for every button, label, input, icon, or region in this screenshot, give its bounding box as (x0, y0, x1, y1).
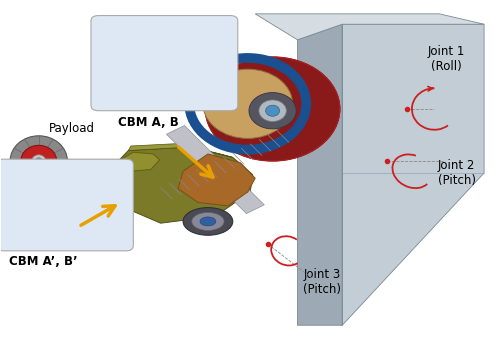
Text: $R$ = 22 mm: $R$ = 22 mm (10, 196, 74, 208)
Polygon shape (297, 24, 342, 325)
Text: $s_0$ = 38 mm: $s_0$ = 38 mm (10, 231, 78, 245)
Text: $k$ = 2 x 7.84 N/mm: $k$ = 2 x 7.84 N/mm (104, 35, 212, 48)
FancyBboxPatch shape (91, 16, 238, 111)
Text: Joint 2
(Pitch): Joint 2 (Pitch) (438, 159, 476, 187)
Ellipse shape (259, 100, 286, 121)
Bar (167, 126, 264, 213)
Text: $k$ = 2 x 8.1 N/mm: $k$ = 2 x 8.1 N/mm (10, 178, 111, 191)
Polygon shape (128, 144, 233, 157)
Polygon shape (108, 147, 252, 223)
Text: Joint 3
(Pitch): Joint 3 (Pitch) (303, 268, 341, 296)
Text: Payload: Payload (49, 121, 95, 135)
Text: CBM A’, B’: CBM A’, B’ (9, 255, 78, 268)
Text: Joint 1
(Roll): Joint 1 (Roll) (428, 45, 466, 73)
Ellipse shape (10, 136, 67, 186)
Ellipse shape (265, 105, 279, 116)
Ellipse shape (200, 217, 216, 226)
Polygon shape (255, 14, 484, 40)
Polygon shape (342, 24, 484, 325)
Ellipse shape (183, 208, 233, 235)
Ellipse shape (35, 158, 42, 164)
Text: $l_{cr}$ = 85 mm: $l_{cr}$ = 85 mm (104, 70, 172, 84)
Ellipse shape (249, 92, 296, 129)
Ellipse shape (206, 57, 340, 161)
Ellipse shape (192, 212, 224, 230)
Polygon shape (178, 154, 255, 206)
Text: $l_{cr}$ = 66 mm: $l_{cr}$ = 66 mm (10, 213, 77, 227)
FancyBboxPatch shape (0, 159, 133, 251)
Polygon shape (118, 152, 160, 171)
Ellipse shape (203, 69, 292, 138)
Text: $s_0$ = 46 mm: $s_0$ = 46 mm (104, 88, 172, 101)
Text: $R$ = 30 mm: $R$ = 30 mm (104, 52, 169, 64)
Ellipse shape (21, 145, 57, 176)
Ellipse shape (32, 155, 46, 167)
Text: CBM A, B: CBM A, B (118, 116, 179, 129)
